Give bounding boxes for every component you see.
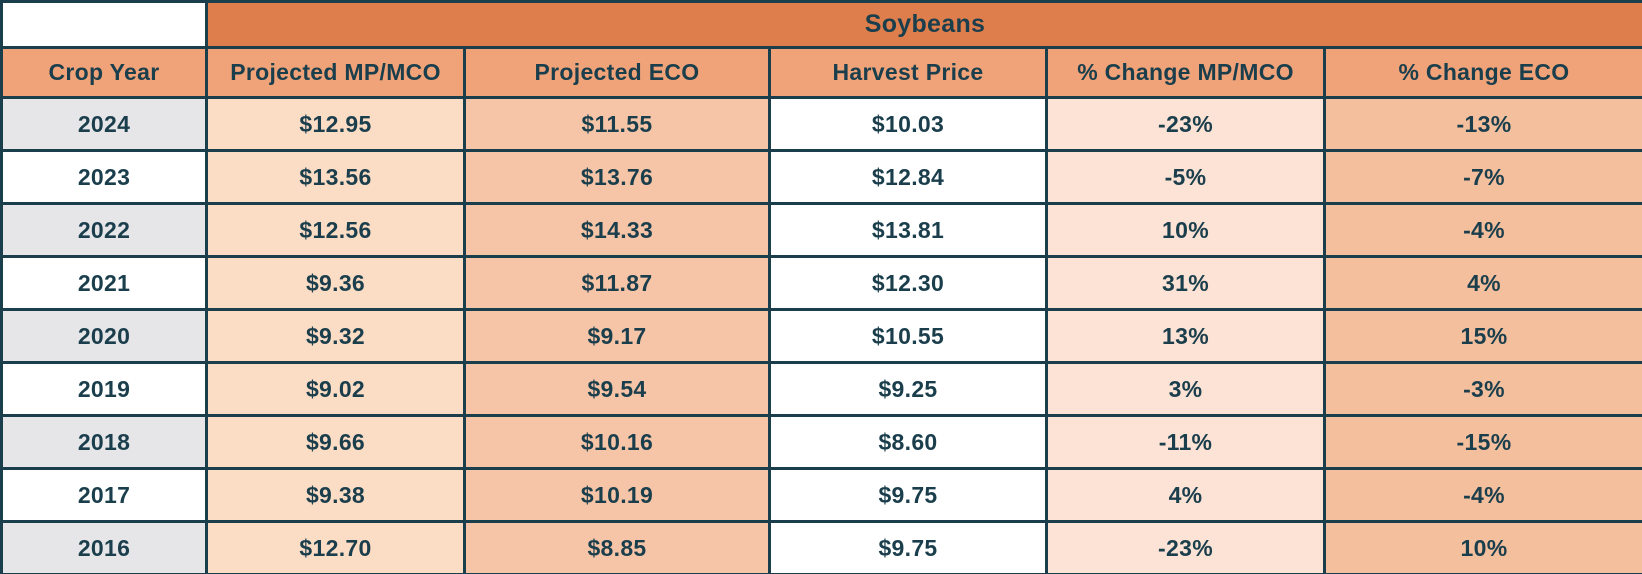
cell-harvest-price: $9.25 xyxy=(768,361,1048,417)
cell-projected-mp-mco: $9.02 xyxy=(205,361,466,417)
table-row: 2020 $9.32 $9.17 $10.55 13% 15% xyxy=(0,308,1642,364)
cell-crop-year: 2018 xyxy=(0,414,208,470)
cell-projected-eco: $14.33 xyxy=(463,202,771,258)
col-header-harvest-price: Harvest Price xyxy=(768,46,1048,99)
table-row: 2017 $9.38 $10.19 $9.75 4% -4% xyxy=(0,467,1642,523)
table-row: 2016 $12.70 $8.85 $9.75 -23% 10% xyxy=(0,520,1642,574)
cell-pct-change-eco: 15% xyxy=(1323,308,1642,364)
cell-pct-change-mp-mco: -23% xyxy=(1045,96,1326,152)
table-title: Soybeans xyxy=(205,0,1642,49)
cell-pct-change-eco: -13% xyxy=(1323,96,1642,152)
cell-pct-change-mp-mco: 3% xyxy=(1045,361,1326,417)
cell-pct-change-mp-mco: 10% xyxy=(1045,202,1326,258)
cell-pct-change-mp-mco: 13% xyxy=(1045,308,1326,364)
cell-pct-change-eco: -15% xyxy=(1323,414,1642,470)
cell-pct-change-eco: -3% xyxy=(1323,361,1642,417)
cell-projected-eco: $10.19 xyxy=(463,467,771,523)
cell-harvest-price: $9.75 xyxy=(768,467,1048,523)
cell-projected-mp-mco: $9.66 xyxy=(205,414,466,470)
cell-projected-mp-mco: $9.36 xyxy=(205,255,466,311)
cell-pct-change-mp-mco: 4% xyxy=(1045,467,1326,523)
cell-crop-year: 2023 xyxy=(0,149,208,205)
cell-crop-year: 2022 xyxy=(0,202,208,258)
cell-harvest-price: $8.60 xyxy=(768,414,1048,470)
cell-harvest-price: $9.75 xyxy=(768,520,1048,574)
col-header-pct-change-eco: % Change ECO xyxy=(1323,46,1642,99)
table-row: 2023 $13.56 $13.76 $12.84 -5% -7% xyxy=(0,149,1642,205)
table-row: 2021 $9.36 $11.87 $12.30 31% 4% xyxy=(0,255,1642,311)
col-header-pct-change-mp-mco: % Change MP/MCO xyxy=(1045,46,1326,99)
cell-projected-eco: $9.54 xyxy=(463,361,771,417)
cell-projected-eco: $10.16 xyxy=(463,414,771,470)
cell-harvest-price: $10.55 xyxy=(768,308,1048,364)
cell-pct-change-mp-mco: -5% xyxy=(1045,149,1326,205)
cell-pct-change-eco: 10% xyxy=(1323,520,1642,574)
cell-projected-mp-mco: $12.70 xyxy=(205,520,466,574)
cell-pct-change-eco: -7% xyxy=(1323,149,1642,205)
cell-projected-mp-mco: $9.38 xyxy=(205,467,466,523)
table-row: 2019 $9.02 $9.54 $9.25 3% -3% xyxy=(0,361,1642,417)
cell-pct-change-mp-mco: -11% xyxy=(1045,414,1326,470)
cell-projected-eco: $11.87 xyxy=(463,255,771,311)
col-header-projected-mp-mco: Projected MP/MCO xyxy=(205,46,466,99)
cell-pct-change-mp-mco: 31% xyxy=(1045,255,1326,311)
cell-pct-change-eco: -4% xyxy=(1323,467,1642,523)
title-row: Soybeans xyxy=(0,0,1642,49)
cell-harvest-price: $13.81 xyxy=(768,202,1048,258)
col-header-projected-eco: Projected ECO xyxy=(463,46,771,99)
cell-crop-year: 2017 xyxy=(0,467,208,523)
cell-pct-change-eco: 4% xyxy=(1323,255,1642,311)
cell-projected-eco: $13.76 xyxy=(463,149,771,205)
cell-projected-eco: $8.85 xyxy=(463,520,771,574)
cell-harvest-price: $10.03 xyxy=(768,96,1048,152)
cell-projected-mp-mco: $12.56 xyxy=(205,202,466,258)
cell-crop-year: 2019 xyxy=(0,361,208,417)
column-header-row: Crop Year Projected MP/MCO Projected ECO… xyxy=(0,46,1642,99)
cell-harvest-price: $12.30 xyxy=(768,255,1048,311)
cell-pct-change-eco: -4% xyxy=(1323,202,1642,258)
cell-crop-year: 2020 xyxy=(0,308,208,364)
cell-crop-year: 2016 xyxy=(0,520,208,574)
corner-blank-cell xyxy=(0,0,208,49)
cell-crop-year: 2021 xyxy=(0,255,208,311)
cell-pct-change-mp-mco: -23% xyxy=(1045,520,1326,574)
table-row: 2024 $12.95 $11.55 $10.03 -23% -13% xyxy=(0,96,1642,152)
table-row: 2018 $9.66 $10.16 $8.60 -11% -15% xyxy=(0,414,1642,470)
cell-harvest-price: $12.84 xyxy=(768,149,1048,205)
table-row: 2022 $12.56 $14.33 $13.81 10% -4% xyxy=(0,202,1642,258)
cell-projected-mp-mco: $13.56 xyxy=(205,149,466,205)
cell-crop-year: 2024 xyxy=(0,96,208,152)
col-header-crop-year: Crop Year xyxy=(0,46,208,99)
cell-projected-mp-mco: $9.32 xyxy=(205,308,466,364)
cell-projected-eco: $11.55 xyxy=(463,96,771,152)
cell-projected-mp-mco: $12.95 xyxy=(205,96,466,152)
cell-projected-eco: $9.17 xyxy=(463,308,771,364)
